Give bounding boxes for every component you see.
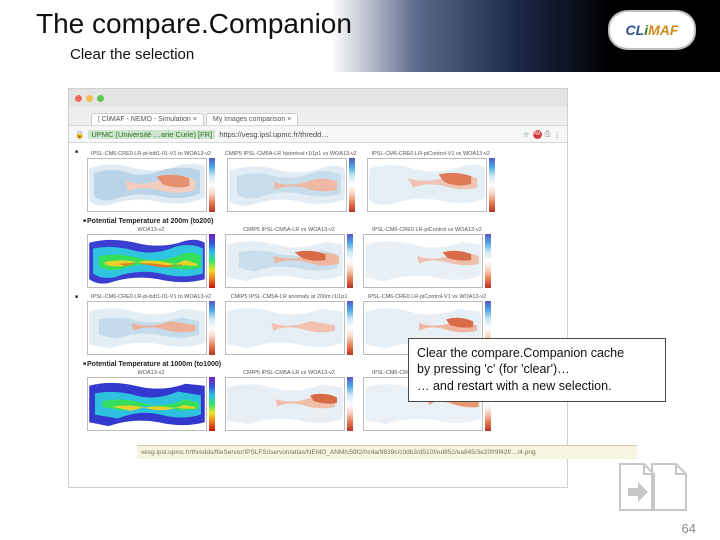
callout-line: by pressing 'c' (for 'clear')… (417, 361, 657, 377)
map-thumbnail[interactable] (363, 234, 483, 288)
annotation-callout: Clear the compare.Companion cache by pre… (408, 338, 666, 402)
map-label: IPSL-CM6-CRE0.LR-piControl-V1 vs WOA13-v… (368, 294, 486, 300)
map-thumbnail[interactable] (87, 234, 207, 288)
colorbar (349, 158, 355, 212)
map-thumbnail[interactable] (225, 377, 345, 431)
browser-tabstrip: | CliMAF - NEMO - Simulation × My Images… (69, 107, 567, 125)
map-label: IPSL-CM6-CRE0.LR-pi-bdt1-01-V1 to WOA13-… (91, 294, 211, 300)
tab-climaf[interactable]: | CliMAF - NEMO - Simulation × (91, 113, 204, 125)
browser-titlebar (69, 89, 567, 107)
map-thumbnail[interactable] (225, 301, 345, 355)
tab-compare[interactable]: My Images comparison × (206, 113, 298, 125)
colorbar (485, 234, 491, 288)
slide-subtitle: Clear the selection (70, 46, 194, 63)
colorbar (347, 234, 353, 288)
minimize-icon[interactable] (86, 95, 93, 102)
map-label: IPSL-CM6-CRE0.LR-piControl vs WOA13-v2 (372, 227, 482, 233)
status-bar: vesg.ipsl.upmc.fr/thredds/fileServer/IPS… (137, 445, 637, 459)
map-thumbnail[interactable] (227, 158, 347, 212)
map-label: CMIP5 IPSL-CM5A-LR vs WOA13-v2 (243, 227, 335, 233)
map-label: CMIP5 IPSL-CM5A-LR anomaly at 200m r1i1p… (231, 294, 348, 300)
map-row-1: IPSL-CM6-CRE0.LR-pi-bdt1-01-V1 to WOA13-… (87, 151, 557, 212)
page-content: IPSL-CM6-CRE0.LR-pi-bdt1-01-V1 to WOA13-… (69, 143, 567, 487)
colorbar (209, 301, 215, 355)
browser-addressbar[interactable]: 🔒 UPMC (Université …arie Curie) [FR] htt… (69, 125, 567, 143)
logo-maf: MAF (648, 22, 678, 38)
map-label: CMIP5 IPSL-CM5A-LR vs WOA13-v2 (243, 370, 335, 376)
colorbar (209, 234, 215, 288)
slide-number: 64 (682, 521, 696, 536)
map-label: WOA13-v2 (138, 370, 165, 376)
colorbar (489, 158, 495, 212)
bookmark-icon[interactable]: ☆ (523, 130, 530, 139)
climaf-logo: CLiMAF (608, 10, 696, 50)
callout-line: … and restart with a new selection. (417, 378, 657, 394)
map-thumbnail[interactable] (225, 234, 345, 288)
toolbar-icon[interactable]: ⎙ (545, 129, 551, 139)
slide-title: The compare.Companion (36, 8, 352, 40)
colorbar (347, 377, 353, 431)
map-label: IPSL-CM6-CRE0.LR-pi-bdt1-01-V1 to WOA13-… (91, 151, 211, 157)
colorbar (209, 158, 215, 212)
url-provider-badge: UPMC (Université …arie Curie) [FR] (88, 130, 215, 139)
colorbar (209, 377, 215, 431)
url-text: https://vesg.ipsl.upmc.fr/thredd… (219, 130, 329, 139)
logo-cl: CL (626, 22, 645, 38)
document-icon (648, 462, 690, 512)
browser-window: | CliMAF - NEMO - Simulation × My Images… (68, 88, 568, 488)
map-row-2: WOA13-v2 CMIP5 IPSL-CM5A-LR vs WOA13-v2 … (87, 227, 557, 288)
map-label: CMIP5 IPSL-CM5A-LR historical r1i1p1 vs … (225, 151, 357, 157)
extension-badge[interactable]: AV (533, 130, 542, 139)
colorbar (347, 301, 353, 355)
map-thumbnail[interactable] (87, 301, 207, 355)
map-thumbnail[interactable] (367, 158, 487, 212)
map-label: WOA13-v2 (138, 227, 165, 233)
map-thumbnail[interactable] (87, 158, 207, 212)
callout-line: Clear the compare.Companion cache (417, 345, 657, 361)
maximize-icon[interactable] (97, 95, 104, 102)
map-thumbnail[interactable] (87, 377, 207, 431)
lock-icon: 🔒 (75, 130, 84, 139)
close-icon[interactable] (75, 95, 82, 102)
corner-doc-icons (616, 462, 690, 512)
menu-icon[interactable]: ⋮ (554, 130, 562, 139)
map-label: IPSL-CM6-CRE0.LR-piControl-V1 vs WOA13-v… (372, 151, 490, 157)
section-heading: Potential Temperature at 200m (to200) (87, 218, 557, 225)
